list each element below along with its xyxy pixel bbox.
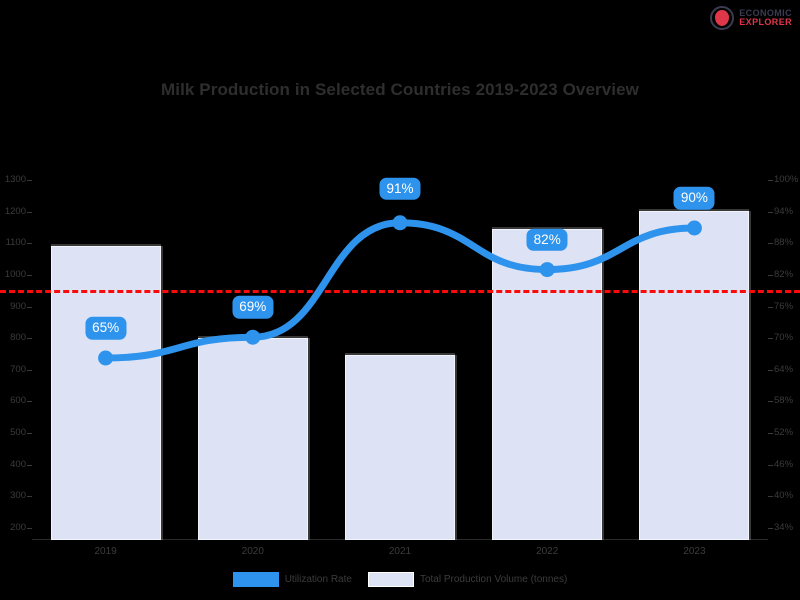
left-axis-tick — [27, 496, 32, 498]
line-point-2019[interactable] — [98, 350, 114, 366]
left-axis-tick-label: 500 — [10, 427, 26, 439]
right-axis-tick — [768, 306, 773, 308]
right-axis-tick-label: 52% — [774, 427, 794, 439]
x-axis-label-2023: 2023 — [683, 546, 706, 557]
right-axis-tick — [768, 180, 773, 181]
right-axis-tick — [768, 243, 773, 245]
chart-title: Milk Production in Selected Countries 20… — [161, 80, 639, 99]
data-label-2023: 90% — [673, 186, 715, 210]
line-path — [102, 219, 698, 362]
left-axis-tick-label: 1000 — [4, 268, 26, 280]
legend-label-bar: Total Production Volume (tonnes) — [419, 574, 568, 585]
bar-2019[interactable] — [50, 246, 161, 540]
threshold-line — [0, 290, 800, 294]
left-axis-tick-label: 300 — [10, 490, 26, 502]
left-axis-tick-label: 1200 — [4, 205, 26, 217]
data-label-2019: 65% — [85, 316, 127, 340]
left-axis-tick-label: 200 — [10, 522, 26, 533]
right-axis-tick — [768, 369, 773, 371]
x-axis-label-2021: 2021 — [388, 546, 412, 557]
right-axis-tick-label: 34% — [774, 522, 794, 533]
left-axis-tick-label: 600 — [10, 395, 26, 407]
brand-logo-line2: EXPLORER — [739, 17, 792, 27]
brand-logo: ECONOMIC EXPLORER — [710, 4, 792, 32]
bar-2020[interactable] — [197, 338, 308, 540]
left-axis-tick-label: 1100 — [5, 237, 26, 249]
left-axis-tick-label: 400 — [10, 458, 26, 470]
right-axis-tick-label: 58% — [774, 395, 794, 407]
right-axis-tick-label: 46% — [774, 458, 794, 470]
bar-2023[interactable] — [639, 211, 750, 540]
left-axis-tick — [27, 464, 32, 466]
left-axis-tick — [27, 180, 32, 181]
legend-swatch-line — [232, 572, 279, 587]
legend-label-line: Utilization Rate — [284, 574, 352, 585]
right-axis-tick — [768, 496, 773, 498]
right-axis-tick-label: 76% — [774, 300, 794, 312]
left-axis-tick — [27, 338, 32, 340]
right-axis-tick-label: 40% — [774, 490, 794, 502]
right-axis-tick — [768, 528, 773, 529]
x-axis-label-2019: 2019 — [94, 546, 117, 557]
right-axis-tick — [768, 274, 773, 276]
left-axis-tick-label: 800 — [10, 332, 26, 344]
x-axis-label-2022: 2022 — [536, 546, 559, 557]
right-axis-tick-label: 70% — [774, 332, 794, 344]
right-axis-tick — [768, 338, 773, 340]
right-axis-tick-label: 94% — [774, 205, 794, 217]
right-axis-tick — [768, 211, 773, 213]
left-axis-tick — [27, 306, 32, 308]
right-axis-tick — [768, 401, 773, 403]
bar-2022[interactable] — [492, 229, 603, 540]
right-axis-tick-label: 100% — [774, 174, 799, 185]
bar-2021[interactable] — [345, 355, 455, 540]
left-axis-tick — [27, 243, 32, 245]
right-axis-tick-label: 64% — [774, 363, 794, 375]
left-axis-tick — [27, 528, 32, 529]
line-point-2023[interactable] — [686, 220, 702, 236]
right-axis-tick-label: 82% — [774, 268, 794, 280]
data-label-2022: 82% — [526, 228, 568, 251]
data-label-2020: 69% — [232, 295, 274, 319]
left-axis-tick — [27, 274, 32, 276]
right-axis-tick — [768, 433, 773, 435]
right-axis-tick — [768, 464, 773, 466]
left-axis-tick — [27, 211, 32, 213]
chart-legend: Utilization Rate Total Production Volume… — [0, 572, 800, 587]
line-series — [98, 215, 702, 366]
line-point-2020[interactable] — [245, 329, 261, 345]
brand-logo-text: ECONOMIC EXPLORER — [739, 7, 792, 27]
left-axis-tick-label: 900 — [10, 300, 26, 312]
brand-logo-line1: ECONOMIC — [739, 7, 792, 18]
left-axis-tick — [27, 369, 32, 371]
legend-item-line[interactable]: Utilization Rate — [232, 572, 352, 587]
left-axis-tick-label: 1300 — [4, 174, 26, 185]
left-axis-tick-label: 700 — [10, 363, 26, 375]
left-axis-tick — [27, 401, 32, 403]
left-axis-tick — [27, 433, 32, 435]
legend-item-bar[interactable]: Total Production Volume (tonnes) — [367, 572, 568, 587]
x-axis-label-2020: 2020 — [241, 546, 264, 557]
legend-swatch-bar — [367, 572, 414, 587]
red-circle-logo-icon — [710, 6, 735, 30]
plot-area: 1300 1200 1100 1000 900 800 700 600 500 400 300 200… — [0, 175, 800, 540]
data-label-2021: 91% — [379, 177, 421, 201]
line-point-2022[interactable] — [539, 262, 555, 278]
right-axis-tick-label: 88% — [774, 237, 794, 249]
line-point-2021[interactable] — [392, 215, 408, 231]
